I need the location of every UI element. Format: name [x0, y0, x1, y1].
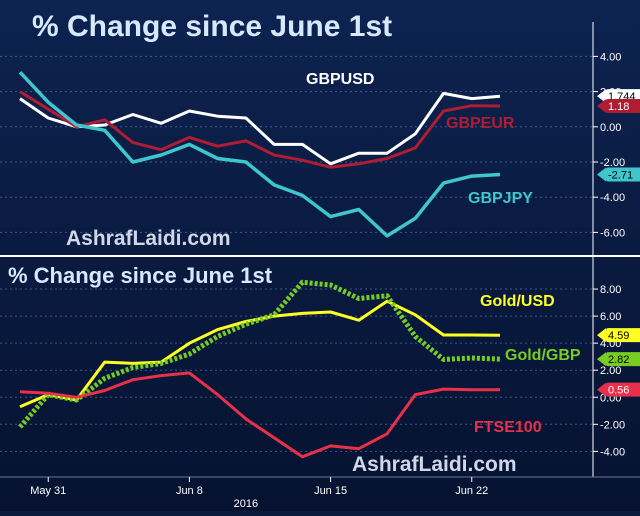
last-value-label: 4.59	[608, 330, 629, 342]
x-tick-label: Jun 22	[455, 485, 488, 497]
series-label: GBPUSD	[306, 71, 374, 88]
y-tick-label: 8.00	[600, 284, 621, 296]
last-value-box	[606, 382, 640, 397]
series-line-gbpeur	[19, 90, 501, 169]
x-tick-label: Jun 8	[176, 485, 203, 497]
last-value-pointer	[597, 328, 606, 343]
series-line-gbpusd	[19, 91, 501, 166]
chart-title: % Change since June 1st	[8, 263, 273, 288]
last-value-pointer	[597, 352, 606, 367]
x-axis-label: 2016	[234, 498, 258, 510]
y-tick-label: -4.00	[600, 446, 625, 458]
series-line-gbpjpy	[18, 71, 501, 238]
series-line-gold-gbp	[18, 279, 501, 429]
x-axis: May 31 Jun 8 Jun 15 Jun 22 2016	[0, 476, 640, 510]
series-label: Gold/GBP	[505, 347, 581, 364]
series-label: Gold/USD	[480, 293, 555, 310]
series-label: FTSE100	[474, 419, 542, 436]
last-value-label: 1.18	[608, 101, 629, 113]
y-tick-label: -2.00	[600, 157, 625, 169]
watermark: AshrafLaidi.com	[352, 453, 517, 476]
last-value-box	[606, 328, 640, 343]
y-tick-label: -6.00	[600, 227, 625, 239]
y-tick-label: 6.00	[600, 311, 621, 323]
last-value-label: 0.56	[608, 385, 629, 397]
y-tick-label: 2.00	[600, 365, 621, 377]
last-value-box	[606, 99, 640, 114]
x-tick-label: Jun 15	[314, 485, 347, 497]
last-value-label: -2.71	[608, 169, 633, 181]
last-value-pointer	[597, 99, 606, 114]
x-tick-label: May 31	[30, 485, 66, 497]
y-tick-label: -2.00	[600, 419, 625, 431]
y-tick-label: -4.00	[600, 192, 625, 204]
series-label: GBPJPY	[468, 190, 533, 207]
last-value-pointer	[597, 382, 606, 397]
watermark: AshrafLaidi.com	[66, 227, 231, 250]
last-value-box	[606, 167, 640, 182]
series-line-ftse100	[19, 371, 500, 459]
last-value-pointer	[597, 89, 606, 104]
last-value-box	[606, 352, 640, 367]
panel-bottom: 8.006.004.002.000.00-2.00-4.00AshrafLaid…	[0, 254, 640, 477]
y-tick-label: 0.00	[600, 122, 621, 134]
y-tick-label: 4.00	[600, 51, 621, 63]
last-value-label: 2.82	[608, 354, 629, 366]
last-value-pointer	[597, 167, 606, 182]
chart-title: % Change since June 1st	[32, 10, 392, 43]
series-label: GBPEUR	[446, 115, 515, 132]
panel-top: 4.002.000.00-2.00-4.00-6.00AshrafLaidi.c…	[0, 10, 640, 254]
